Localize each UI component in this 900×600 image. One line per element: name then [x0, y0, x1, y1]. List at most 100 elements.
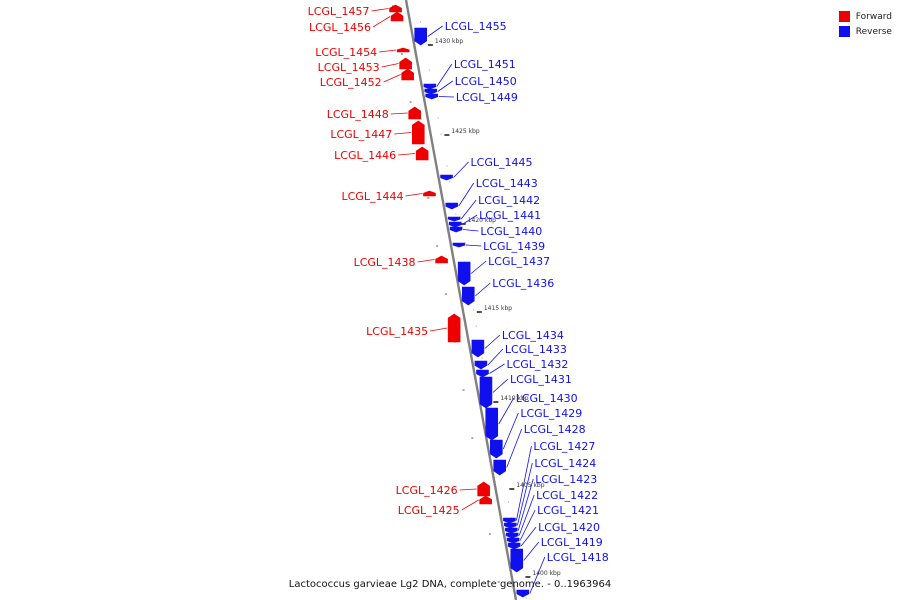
gene-feature-lcgl-1454	[396, 47, 410, 53]
gene-feature-lcgl-1430	[485, 407, 499, 441]
gene-feature-lcgl-1441	[448, 221, 462, 228]
scale-label: 1415 kbp	[484, 305, 512, 312]
gene-label: LCGL_1429	[520, 407, 582, 420]
gene-feature-lcgl-1418	[516, 589, 530, 598]
scale-label: 1420 kbp	[468, 217, 496, 224]
gene-leader	[379, 49, 397, 53]
gene-leader	[516, 462, 533, 526]
gene-label: LCGL_1454	[315, 46, 377, 59]
scale-labels: 1430 kbp 1425 kbp 1420 kbp 1415 kbp 1410 kbp…	[427, 38, 561, 578]
gene-feature-lcgl-1447	[411, 120, 425, 145]
scale-label: 1425 kbp	[451, 128, 479, 135]
gene-leader	[458, 182, 475, 207]
gene-feature-lcgl-1435	[447, 313, 461, 343]
gene-feature-lcgl-1450	[424, 88, 438, 95]
gene-label: LCGL_1418	[547, 551, 609, 564]
gene-feature-lcgl-1427	[503, 517, 516, 524]
gene-leader	[484, 334, 501, 349]
gene-feature-lcgl-1452	[401, 68, 414, 81]
gene-leader	[430, 327, 448, 332]
gene-leader	[519, 509, 536, 541]
gene-label: LCGL_1419	[541, 536, 603, 549]
gene-leader	[489, 363, 505, 374]
gene-label: LCGL_1452	[320, 76, 382, 89]
gene-label: LCGL_1433	[505, 343, 567, 356]
gene-feature-lcgl-1425	[479, 495, 492, 505]
gene-leader	[520, 526, 537, 547]
gene-label: LCGL_1420	[538, 521, 600, 534]
gene-label: LCGL_1431	[510, 373, 572, 386]
gene-leader	[461, 214, 478, 225]
gene-feature-lcgl-1439	[452, 242, 466, 248]
gene-features	[389, 4, 530, 598]
gene-feature-lcgl-1443	[445, 202, 459, 210]
gene-leader	[460, 199, 477, 220]
gene-labels: LCGL_1457 LCGL_1456 LCGL_1454 LCGL_1453 LCGL…	[308, 5, 609, 564]
gene-feature-lcgl-1434	[471, 339, 485, 358]
gene-label: LCGL_1441	[479, 209, 541, 222]
gene-label: LCGL_1423	[535, 473, 597, 486]
gene-feature-lcgl-1444	[423, 190, 436, 197]
gene-label: LCGL_1438	[354, 256, 416, 269]
gene-leader	[394, 132, 412, 135]
gene-feature-lcgl-1424	[504, 522, 517, 529]
gene-leader	[427, 25, 443, 37]
gene-feature-lcgl-1421	[506, 537, 520, 544]
gene-leader	[517, 478, 534, 531]
gene-leader	[523, 541, 540, 561]
gene-label: LCGL_1456	[309, 21, 371, 34]
gene-leader	[371, 8, 389, 12]
gene-label: LCGL_1449	[456, 91, 518, 104]
gene-label: LCGL_1435	[366, 325, 428, 338]
gene-feature-lcgl-1431	[479, 376, 493, 409]
genome-caption: Lactococcus garvieae Lg2 DNA, complete g…	[288, 579, 612, 590]
gene-leader	[492, 378, 509, 393]
gene-feature-lcgl-1426	[477, 481, 490, 497]
gene-feature-lcgl-1440	[449, 226, 463, 233]
gene-label: LCGL_1444	[342, 190, 404, 203]
gene-label: LCGL_1453	[318, 61, 380, 74]
gene-label: LCGL_1428	[524, 423, 586, 436]
gene-feature-lcgl-1442	[447, 216, 461, 222]
gene-leader	[516, 445, 532, 521]
legend-reverse-label: Reverse	[855, 26, 892, 37]
gene-label: LCGL_1451	[454, 58, 516, 71]
gene-label: LCGL_1447	[330, 128, 392, 141]
genome-backbone	[404, 0, 518, 600]
gene-leader	[405, 193, 423, 197]
gene-feature-lcgl-1423	[504, 527, 518, 534]
legend-reverse: Reverse	[838, 24, 892, 39]
gene-feature-lcgl-1420	[507, 542, 521, 550]
gene-feature-lcgl-1437	[457, 261, 471, 286]
forward-swatch	[838, 11, 850, 22]
gene-label: LCGL_1445	[471, 156, 533, 169]
scale-label: 1400 kbp	[532, 570, 560, 577]
legend-forward-label: Forward	[855, 11, 892, 22]
gene-label: LCGL_1424	[534, 457, 596, 470]
gene-feature-lcgl-1446	[415, 146, 429, 161]
gene-feature-lcgl-1448	[408, 106, 422, 120]
gene-leader	[463, 229, 479, 232]
gene-feature-lcgl-1436	[461, 286, 475, 306]
gene-feature-lcgl-1428	[493, 459, 507, 476]
gene-feature-lcgl-1457	[389, 4, 402, 13]
gene-feature-lcgl-1432	[476, 369, 489, 378]
gene-leader	[398, 153, 416, 156]
gene-label: LCGL_1427	[533, 440, 595, 453]
gene-leader	[372, 16, 391, 28]
gene-label: LCGL_1450	[455, 75, 517, 88]
gene-label: LCGL_1440	[480, 225, 542, 238]
gene-feature-lcgl-1453	[399, 57, 412, 70]
legend-forward: Forward	[838, 9, 892, 24]
gene-leader	[529, 556, 546, 594]
reverse-swatch	[838, 26, 850, 37]
gene-label: LCGL_1426	[396, 484, 458, 497]
gene-label: LCGL_1430	[516, 392, 578, 405]
gene-leader	[438, 96, 454, 98]
gene-leader	[381, 63, 399, 68]
gene-label: LCGL_1443	[476, 177, 538, 190]
gene-label: LCGL_1448	[327, 108, 389, 121]
gene-feature-lcgl-1429	[490, 439, 503, 459]
gene-leader	[417, 259, 435, 263]
gene-label: LCGL_1455	[445, 20, 507, 33]
